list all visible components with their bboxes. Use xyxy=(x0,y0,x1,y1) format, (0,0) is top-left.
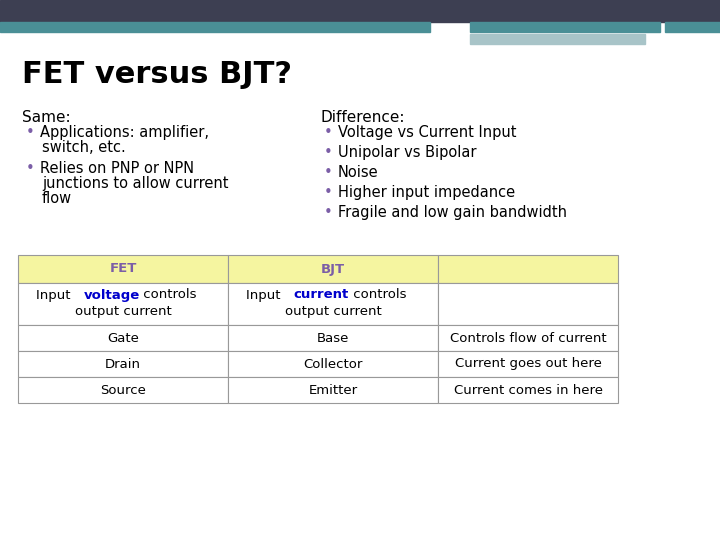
Text: Gate: Gate xyxy=(107,332,139,345)
Text: controls: controls xyxy=(348,288,406,301)
Bar xyxy=(0,0,720,22)
Text: •: • xyxy=(324,145,333,160)
Text: output current: output current xyxy=(284,305,382,318)
Bar xyxy=(18,283,228,325)
Text: FET versus BJT?: FET versus BJT? xyxy=(22,60,292,89)
Bar xyxy=(0,22,430,32)
Bar xyxy=(665,22,720,32)
Text: current: current xyxy=(294,288,348,301)
Text: •: • xyxy=(324,205,333,220)
Text: •: • xyxy=(26,161,35,176)
Bar xyxy=(470,34,645,44)
Text: controls: controls xyxy=(139,288,197,301)
Text: •: • xyxy=(324,185,333,200)
Text: •: • xyxy=(324,125,333,140)
Text: Fragile and low gain bandwidth: Fragile and low gain bandwidth xyxy=(338,205,567,220)
Bar xyxy=(18,325,228,351)
Bar xyxy=(228,351,438,377)
Bar xyxy=(228,255,438,283)
Text: Same:: Same: xyxy=(22,110,71,125)
Text: •: • xyxy=(324,165,333,180)
Bar xyxy=(228,325,438,351)
Text: FET: FET xyxy=(109,262,137,275)
Bar xyxy=(228,283,438,325)
Text: Difference:: Difference: xyxy=(320,110,405,125)
Bar xyxy=(18,377,228,403)
Text: Input: Input xyxy=(246,288,284,301)
Text: Emitter: Emitter xyxy=(308,383,358,396)
Text: flow: flow xyxy=(42,191,72,206)
Text: Higher input impedance: Higher input impedance xyxy=(338,185,515,200)
Bar xyxy=(438,325,618,351)
Bar xyxy=(438,351,618,377)
Bar xyxy=(228,377,438,403)
Text: Current comes in here: Current comes in here xyxy=(454,383,603,396)
Text: junctions to allow current: junctions to allow current xyxy=(42,176,228,191)
Bar xyxy=(438,255,618,283)
Bar xyxy=(470,22,660,32)
Bar xyxy=(438,283,618,325)
Text: Unipolar vs Bipolar: Unipolar vs Bipolar xyxy=(338,145,477,160)
Text: Relies on PNP or NPN: Relies on PNP or NPN xyxy=(40,161,194,176)
Text: BJT: BJT xyxy=(321,262,345,275)
Text: voltage: voltage xyxy=(84,288,140,301)
Text: Controls flow of current: Controls flow of current xyxy=(450,332,606,345)
Text: Noise: Noise xyxy=(338,165,379,180)
Bar xyxy=(18,351,228,377)
Text: output current: output current xyxy=(75,305,171,318)
Text: Source: Source xyxy=(100,383,146,396)
Text: switch, etc.: switch, etc. xyxy=(42,140,126,155)
Text: Drain: Drain xyxy=(105,357,141,370)
Text: •: • xyxy=(26,125,35,140)
Bar xyxy=(438,377,618,403)
Text: Voltage vs Current Input: Voltage vs Current Input xyxy=(338,125,516,140)
Text: Base: Base xyxy=(317,332,349,345)
Text: Input: Input xyxy=(36,288,75,301)
Text: Current goes out here: Current goes out here xyxy=(454,357,601,370)
Text: Applications: amplifier,: Applications: amplifier, xyxy=(40,125,209,140)
Text: Collector: Collector xyxy=(303,357,363,370)
Bar xyxy=(18,255,228,283)
